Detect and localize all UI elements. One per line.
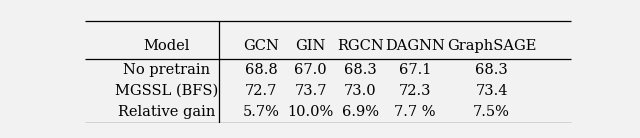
Text: 67.1: 67.1	[399, 63, 431, 77]
Text: 5.7%: 5.7%	[243, 105, 280, 119]
Text: RGCN: RGCN	[337, 39, 383, 53]
Text: MGSSL (BFS): MGSSL (BFS)	[115, 84, 218, 98]
Text: 72.3: 72.3	[399, 84, 431, 98]
Text: DAGNN: DAGNN	[385, 39, 445, 53]
Text: 72.7: 72.7	[245, 84, 277, 98]
Text: No pretrain: No pretrain	[124, 63, 211, 77]
Text: 7.5%: 7.5%	[473, 105, 510, 119]
Text: 68.3: 68.3	[344, 63, 376, 77]
Text: 6.9%: 6.9%	[342, 105, 379, 119]
Text: 7.7 %: 7.7 %	[394, 105, 436, 119]
Text: 73.7: 73.7	[294, 84, 327, 98]
Text: GraphSAGE: GraphSAGE	[447, 39, 536, 53]
Text: 68.3: 68.3	[476, 63, 508, 77]
Text: 68.8: 68.8	[244, 63, 277, 77]
Text: 67.0: 67.0	[294, 63, 327, 77]
Text: 73.4: 73.4	[476, 84, 508, 98]
Text: Model: Model	[143, 39, 190, 53]
Text: 10.0%: 10.0%	[287, 105, 334, 119]
Text: GIN: GIN	[296, 39, 326, 53]
Text: Relative gain: Relative gain	[118, 105, 216, 119]
Text: 73.0: 73.0	[344, 84, 376, 98]
Text: GCN: GCN	[243, 39, 279, 53]
